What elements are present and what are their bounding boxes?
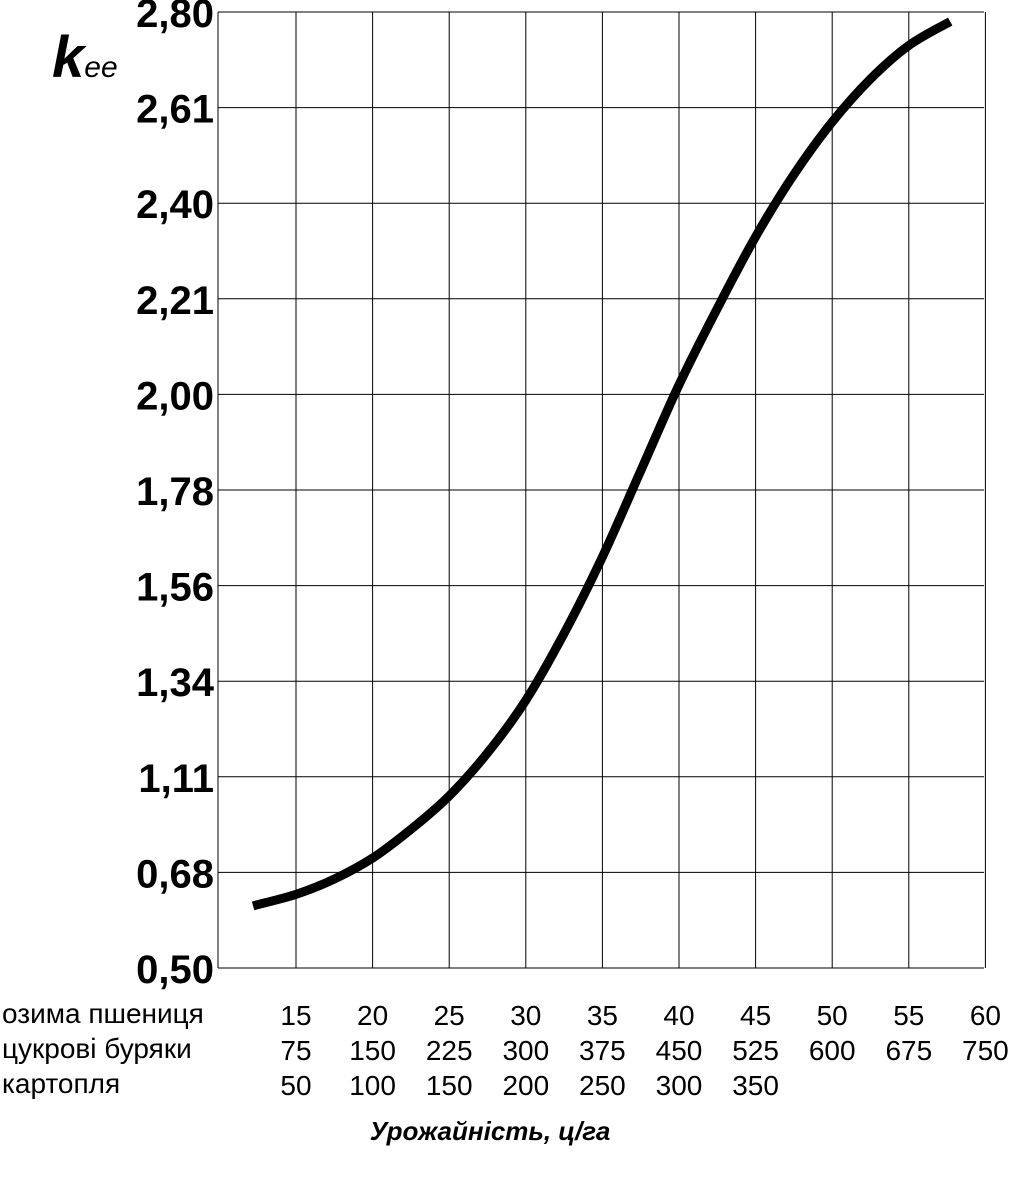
y-tick-label: 0,68 bbox=[136, 852, 214, 896]
x-tick-label: 15 bbox=[280, 1000, 311, 1031]
x-tick-label: 750 bbox=[962, 1035, 1009, 1066]
x-tick-label: 300 bbox=[656, 1070, 703, 1101]
x-tick-label: 55 bbox=[893, 1000, 924, 1031]
x-tick-label: 50 bbox=[817, 1000, 848, 1031]
y-tick-label: 2,21 bbox=[136, 279, 214, 323]
x-tick-label: 250 bbox=[579, 1070, 626, 1101]
y-tick-labels: 0,50 0,68 1,11 1,34 1,56 1,78 2,00 2,21 2,40 2,61… bbox=[136, 0, 215, 992]
x-tick-label: 30 bbox=[510, 1000, 541, 1031]
x-tick-label: 300 bbox=[502, 1035, 549, 1066]
x-tick-label: 20 bbox=[357, 1000, 388, 1031]
x-tick-label: 375 bbox=[579, 1035, 626, 1066]
x-tick-label: 25 bbox=[434, 1000, 465, 1031]
x-tick-label: 60 bbox=[970, 1000, 1001, 1031]
y-tick-label: 2,00 bbox=[136, 374, 214, 418]
x-row-label: озима пшениця bbox=[2, 998, 204, 1029]
y-tick-label: 1,11 bbox=[138, 757, 214, 801]
x-tick-label: 675 bbox=[885, 1035, 932, 1066]
y-axis-label-main: k bbox=[52, 25, 87, 90]
x-tick-label: 150 bbox=[349, 1035, 396, 1066]
x-tick-label: 45 bbox=[740, 1000, 771, 1031]
x-tick-label: 200 bbox=[502, 1070, 549, 1101]
y-axis-label-sub: ee bbox=[84, 51, 117, 84]
x-tick-label: 50 bbox=[280, 1070, 311, 1101]
x-tick-label: 225 bbox=[426, 1035, 473, 1066]
x-tick-label: 525 bbox=[732, 1035, 779, 1066]
x-tick-label: 35 bbox=[587, 1000, 618, 1031]
y-tick-label: 1,78 bbox=[136, 470, 214, 514]
x-row-label: картопля bbox=[2, 1068, 120, 1099]
series-line bbox=[251, 17, 953, 911]
y-axis-label: kee bbox=[52, 25, 118, 90]
x-axis-label: Урожайність, ц/га bbox=[370, 1116, 611, 1146]
x-tick-rows: озима пшениця 15 20 25 30 35 40 45 50 55 60 цукрові… bbox=[2, 998, 1009, 1101]
y-tick-label: 2,80 bbox=[136, 0, 214, 36]
y-tick-label: 2,40 bbox=[136, 183, 214, 227]
x-tick-label: 75 bbox=[280, 1035, 311, 1066]
y-tick-label: 0,50 bbox=[136, 948, 214, 992]
x-tick-label: 150 bbox=[426, 1070, 473, 1101]
x-tick-label: 350 bbox=[732, 1070, 779, 1101]
x-tick-label: 600 bbox=[809, 1035, 856, 1066]
y-tick-label: 2,61 bbox=[136, 88, 214, 132]
y-tick-label: 1,56 bbox=[136, 566, 214, 610]
x-tick-label: 450 bbox=[656, 1035, 703, 1066]
x-tick-label: 40 bbox=[663, 1000, 694, 1031]
y-tick-label: 1,34 bbox=[136, 661, 215, 705]
x-row-label: цукрові буряки bbox=[2, 1033, 192, 1064]
x-tick-label: 100 bbox=[349, 1070, 396, 1101]
grid bbox=[217, 11, 986, 969]
